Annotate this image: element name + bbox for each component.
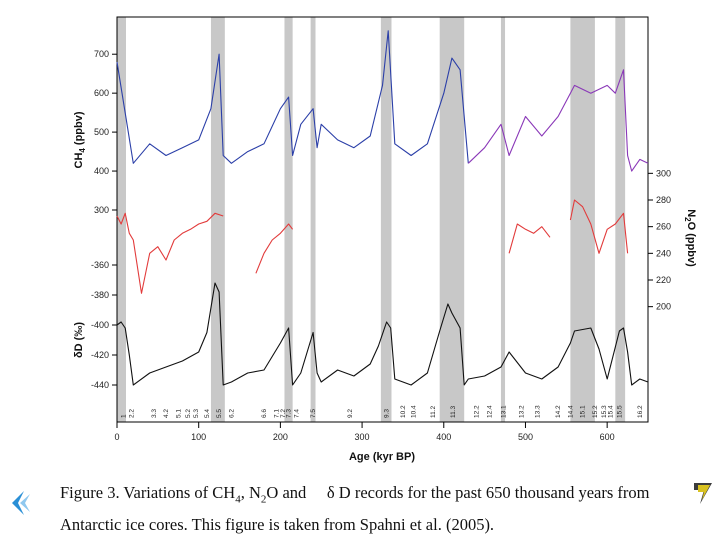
marine-stage-label-29: 15.1 [580,405,587,418]
CH4-tick-label-4: 700 [94,49,109,59]
N2O-tick-label-3: 260 [656,222,671,232]
marine-stage-label-18: 10.2 [400,405,407,418]
n2o-axis-label: N2O (ppbv) [683,209,697,267]
marine-stage-label-19: 10.4 [411,405,418,418]
marine-stage-label-21: 11.3 [450,405,457,418]
interglacial-band-6 [500,17,506,422]
forward-arrow-icon[interactable] [692,480,714,506]
dD-tick-label-0: -360 [91,260,109,270]
N2O-series-2 [508,223,551,254]
marine-stage-label-11: 7.1 [273,409,280,418]
marine-stage-label-9: 6.2 [228,409,235,418]
marine-stage-labels: 1 2.2 3.3 4.2 5.1 5.2 5.3 5.4 5.5 6.2 6.6 7.1 7.27.3… [121,405,644,418]
interglacial-band-7 [570,17,595,422]
x-tick-label-1: 100 [191,432,206,442]
marine-stage-label-27: 14.2 [555,405,562,418]
CH4-series-1 [467,69,649,172]
CH4-tick-label-1: 400 [94,166,109,176]
dD-tick-label-3: -420 [91,350,109,360]
marine-stage-label-14: 7.4 [294,409,301,418]
interglacial-band-8 [615,17,626,422]
interglacial-band-2 [284,17,293,422]
axes-layer: 0 100 200 300 400 500 600 300 400 500 600 700 200 220… [91,49,671,442]
N2O-series-1 [255,223,294,274]
x-tick-label-5: 500 [518,432,533,442]
figure-caption: Figure 3. Variations of CH4, N2O and δ D… [60,480,700,538]
x-tick-label-3: 300 [355,432,370,442]
marine-stage-label-30: 15.2 [592,405,599,418]
interglacial-band-4 [380,17,392,422]
caption-line-1: Figure 3. Variations of CH4, N2O and δ D… [60,483,650,506]
CH4-tick-label-2: 500 [94,127,109,137]
marine-stage-label-23: 12.4 [487,405,494,418]
marine-stage-label-8: 5.5 [216,409,223,418]
marine-stage-label-5: 5.2 [185,409,192,418]
N2O-tick-label-1: 220 [656,275,671,285]
N2O-series-3 [569,199,629,254]
marine-stage-label-24: 13.1 [500,405,507,418]
marine-stage-label-2: 3.3 [151,409,158,418]
N2O-tick-label-5: 300 [656,168,671,178]
ch4-axis-label: CH4 (ppbv) [73,111,87,168]
plot-frame [116,16,649,423]
N2O-tick-label-0: 200 [656,302,671,312]
marine-stage-label-26: 13.3 [535,405,542,418]
figure-chart: 0 100 200 300 400 500 600 300 400 500 600 700 200 220… [73,16,697,463]
x-tick-label-6: 600 [600,432,615,442]
x-tick-label-0: 0 [114,432,119,442]
marine-stage-label-6: 5.3 [193,409,200,418]
dD-series-0 [116,282,649,386]
marine-stage-label-34: 16.2 [637,405,644,418]
x-tick-label-4: 400 [436,432,451,442]
marine-stage-label-4: 5.1 [175,409,182,418]
dD-tick-label-4: -440 [91,380,109,390]
marine-stage-label-10: 6.6 [261,409,268,418]
N2O-tick-label-2: 240 [656,248,671,258]
marine-stage-label-13: 7.3 [286,409,293,418]
marine-stage-label-28: 14.4 [567,405,574,418]
marine-stage-label-31: 15.3 [601,405,608,418]
marine-stage-label-16: 9.2 [347,409,354,418]
CH4-tick-label-3: 600 [94,88,109,98]
marine-stage-label-20: 11.2 [430,405,437,418]
interglacial-band-1 [210,17,225,422]
marine-stage-label-7: 5.4 [204,409,211,418]
interglacial-band-3 [310,17,316,422]
caption-line-2: Antarctic ice cores. This figure is take… [60,515,495,535]
dD-tick-label-1: -380 [91,290,109,300]
interglacial-band-0 [117,17,126,422]
marine-stage-label-32: 15.4 [607,405,614,418]
x-axis-label: Age (kyr BP) [349,451,415,463]
marine-stage-label-15: 7.5 [310,409,317,418]
marine-stage-label-22: 12.2 [473,405,480,418]
CH4-tick-label-0: 300 [94,205,109,215]
marine-stage-label-1: 2.2 [129,409,136,418]
marine-stage-label-17: 9.3 [384,409,391,418]
marine-stage-label-25: 13.2 [518,405,525,418]
dd-axis-label: δD (‰) [73,322,85,358]
x-tick-label-2: 200 [273,432,288,442]
N2O-series-0 [116,212,224,294]
marine-stage-label-3: 4.2 [163,409,170,418]
N2O-tick-label-4: 280 [656,195,671,205]
CH4-series-0 [116,30,469,164]
back-arrow-icon[interactable] [6,488,32,518]
marine-stage-label-33: 15.5 [616,405,623,418]
marine-stage-label-12: 7.2 [280,409,287,418]
interglacial-band-5 [439,17,465,422]
series-layer [116,30,649,386]
dD-tick-label-2: -400 [91,320,109,330]
marine-stage-label-0: 1 [121,414,128,418]
